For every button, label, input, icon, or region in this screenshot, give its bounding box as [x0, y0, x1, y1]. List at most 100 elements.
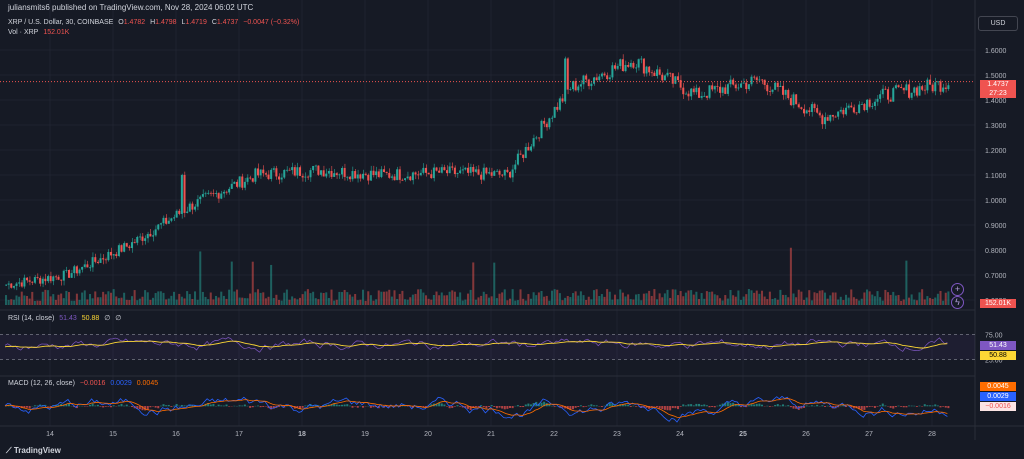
- volume-bar: [201, 291, 204, 305]
- candle-body: [117, 245, 120, 257]
- macd-histogram-bar: [868, 406, 871, 407]
- candle-body: [220, 193, 223, 199]
- volume-bar: [314, 298, 317, 305]
- volume-bar: [719, 298, 722, 305]
- macd-histogram-bar: [314, 404, 317, 407]
- macd-hist-value: −0.0016: [79, 380, 106, 387]
- candle-body: [595, 77, 598, 81]
- volume-bar: [860, 298, 863, 305]
- candle-body: [369, 170, 372, 181]
- volume-bar: [57, 294, 60, 305]
- candle-body: [380, 169, 383, 177]
- candle-body: [797, 104, 800, 108]
- lightning-icon[interactable]: ϟ: [951, 296, 964, 309]
- volume-bar: [721, 300, 724, 305]
- volume-bar: [632, 299, 635, 305]
- candle-body: [18, 282, 21, 284]
- candle-body: [556, 106, 559, 110]
- volume-bar: [524, 300, 527, 305]
- macd-histogram-bar: [713, 406, 716, 408]
- macd-histogram-bar: [768, 406, 771, 407]
- candle-body: [734, 84, 737, 89]
- symbol-name[interactable]: XRP / U.S. Dollar, 30, COINBASE: [8, 19, 114, 26]
- macd-histogram-bar: [755, 403, 758, 407]
- macd-histogram-bar: [44, 404, 47, 407]
- volume-bar: [207, 299, 210, 305]
- macd-histogram-bar: [141, 406, 144, 411]
- time-tick-label: 14: [46, 431, 54, 438]
- macd-histogram-bar: [516, 405, 519, 407]
- macd-histogram-bar: [285, 405, 288, 407]
- macd-histogram-bar: [110, 406, 113, 408]
- rsi-tick-label: 25.00: [985, 358, 1003, 365]
- candle-body: [320, 170, 323, 175]
- volume-bar: [293, 298, 296, 305]
- candle-body: [467, 167, 470, 173]
- volume-bar: [879, 297, 882, 305]
- volume-bar: [75, 293, 78, 305]
- volume-bar: [758, 293, 761, 305]
- candle-body: [894, 85, 897, 89]
- macd-histogram-bar: [422, 406, 425, 408]
- candle-body: [913, 87, 916, 93]
- high-value: 1.4798: [155, 19, 177, 26]
- macd-histogram-bar: [68, 403, 71, 407]
- volume-bar: [918, 292, 921, 305]
- candle-body: [629, 62, 632, 67]
- tradingview-logo[interactable]: ⟋ TradingView: [6, 446, 61, 456]
- candle-body: [31, 281, 34, 283]
- macd-histogram-bar: [498, 406, 501, 408]
- candle-body: [944, 87, 947, 89]
- rsi-legend: RSI (14, close) 51.43 50.88 ∅ ∅: [8, 314, 124, 322]
- volume-bar: [417, 289, 420, 305]
- volume-bar: [850, 289, 853, 305]
- volume-bar: [561, 300, 564, 305]
- macd-histogram-bar: [222, 405, 225, 407]
- macd-name[interactable]: MACD (12, 26, close): [8, 380, 75, 387]
- rsi-pane: 75.00 25.00: [0, 333, 1003, 365]
- candle-body: [432, 167, 435, 179]
- candle-body: [753, 76, 756, 78]
- candle-body: [758, 79, 761, 81]
- volume-bar: [653, 289, 656, 305]
- publish-note: juliansmits6 published on TradingView.co…: [8, 3, 254, 12]
- candle-body: [257, 168, 260, 176]
- candle-body: [619, 59, 622, 67]
- macd-histogram-bar: [587, 405, 590, 407]
- candle-body: [272, 168, 275, 170]
- macd-histogram-bar: [511, 406, 514, 409]
- macd-histogram-bar: [270, 406, 273, 410]
- logo-mark-icon: ⟋: [6, 446, 12, 455]
- macd-histogram-bar: [532, 403, 535, 407]
- macd-histogram-bar: [579, 405, 582, 407]
- candle-body: [719, 86, 722, 93]
- candle-body: [908, 84, 911, 98]
- plus-icon[interactable]: +: [951, 283, 964, 296]
- volume-bar: [666, 289, 669, 305]
- volume-bar: [398, 293, 401, 305]
- candle-body: [377, 171, 380, 177]
- volume-bar: [593, 290, 596, 305]
- candle-body: [196, 199, 199, 207]
- currency-button[interactable]: USD: [978, 16, 1018, 31]
- volume-bar: [910, 294, 913, 305]
- candle-body: [325, 173, 328, 177]
- rsi-name[interactable]: RSI (14, close): [8, 315, 55, 322]
- volume-bar: [154, 293, 157, 305]
- macd-histogram-bar: [267, 406, 270, 409]
- macd-histogram-bar: [464, 406, 467, 409]
- volume-bar: [356, 300, 359, 305]
- volume-bar: [598, 295, 601, 305]
- volume-bar: [41, 291, 44, 305]
- volume-bar: [359, 299, 362, 305]
- macd-histogram-bar: [62, 404, 65, 407]
- change-value: −0.0047 (−0.32%): [243, 19, 300, 26]
- volume-bar: [15, 295, 18, 305]
- candle-body: [684, 93, 687, 95]
- macd-histogram-bar: [816, 404, 819, 407]
- macd-histogram-bar: [299, 406, 302, 409]
- macd-histogram-bar: [99, 406, 102, 407]
- low-label: L: [181, 19, 186, 26]
- macd-histogram-bar: [506, 406, 509, 409]
